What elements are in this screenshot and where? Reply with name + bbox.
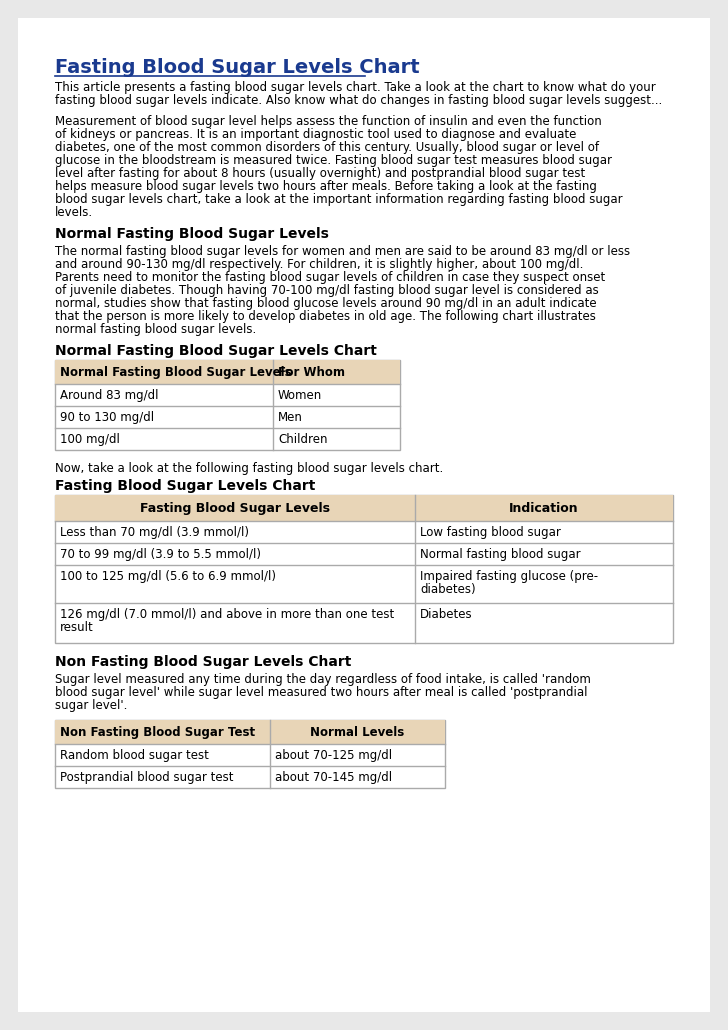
Text: normal fasting blood sugar levels.: normal fasting blood sugar levels. — [55, 323, 256, 336]
Text: Fasting Blood Sugar Levels Chart: Fasting Blood Sugar Levels Chart — [55, 58, 419, 77]
Text: 100 mg/dl: 100 mg/dl — [60, 433, 120, 446]
Text: Men: Men — [278, 411, 303, 424]
Text: Indication: Indication — [509, 502, 579, 515]
Text: 126 mg/dl (7.0 mmol/l) and above in more than one test: 126 mg/dl (7.0 mmol/l) and above in more… — [60, 608, 395, 621]
Text: 100 to 125 mg/dl (5.6 to 6.9 mmol/l): 100 to 125 mg/dl (5.6 to 6.9 mmol/l) — [60, 570, 276, 583]
Text: Parents need to monitor the fasting blood sugar levels of children in case they : Parents need to monitor the fasting bloo… — [55, 271, 605, 284]
Text: levels.: levels. — [55, 206, 93, 219]
Text: Normal Fasting Blood Sugar Levels: Normal Fasting Blood Sugar Levels — [55, 227, 329, 241]
Text: Diabetes: Diabetes — [420, 608, 472, 621]
Text: Low fasting blood sugar: Low fasting blood sugar — [420, 526, 561, 539]
Text: about 70-145 mg/dl: about 70-145 mg/dl — [275, 771, 392, 784]
Text: Less than 70 mg/dl (3.9 mmol/l): Less than 70 mg/dl (3.9 mmol/l) — [60, 526, 249, 539]
Text: Random blood sugar test: Random blood sugar test — [60, 749, 209, 762]
Bar — [55, 720, 445, 744]
Text: 90 to 130 mg/dl: 90 to 130 mg/dl — [60, 411, 154, 424]
Bar — [55, 360, 400, 450]
Text: For Whom: For Whom — [278, 366, 345, 379]
Text: Now, take a look at the following fasting blood sugar levels chart.: Now, take a look at the following fastin… — [55, 462, 443, 475]
Text: and around 90-130 mg/dl respectively. For children, it is slightly higher, about: and around 90-130 mg/dl respectively. Fo… — [55, 258, 583, 271]
Text: Non Fasting Blood Sugar Test: Non Fasting Blood Sugar Test — [60, 726, 255, 739]
Bar — [55, 360, 400, 384]
Text: Impaired fasting glucose (pre-: Impaired fasting glucose (pre- — [420, 570, 598, 583]
Text: Normal Levels: Normal Levels — [310, 726, 405, 739]
Text: of kidneys or pancreas. It is an important diagnostic tool used to diagnose and : of kidneys or pancreas. It is an importa… — [55, 128, 577, 141]
Text: result: result — [60, 621, 94, 634]
Text: Normal fasting blood sugar: Normal fasting blood sugar — [420, 548, 581, 561]
Text: Fasting Blood Sugar Levels: Fasting Blood Sugar Levels — [140, 502, 330, 515]
Text: fasting blood sugar levels indicate. Also know what do changes in fasting blood : fasting blood sugar levels indicate. Als… — [55, 94, 662, 107]
Text: Normal Fasting Blood Sugar Levels: Normal Fasting Blood Sugar Levels — [60, 366, 292, 379]
Text: that the person is more likely to develop diabetes in old age. The following cha: that the person is more likely to develo… — [55, 310, 596, 323]
Bar — [55, 720, 445, 788]
Text: of juvenile diabetes. Though having 70-100 mg/dl fasting blood sugar level is co: of juvenile diabetes. Though having 70-1… — [55, 284, 598, 297]
Text: blood sugar levels chart, take a look at the important information regarding fas: blood sugar levels chart, take a look at… — [55, 193, 622, 206]
Text: about 70-125 mg/dl: about 70-125 mg/dl — [275, 749, 392, 762]
Bar — [55, 495, 673, 643]
Text: Sugar level measured any time during the day regardless of food intake, is calle: Sugar level measured any time during the… — [55, 673, 591, 686]
Text: sugar level'.: sugar level'. — [55, 699, 127, 712]
Text: 70 to 99 mg/dl (3.9 to 5.5 mmol/l): 70 to 99 mg/dl (3.9 to 5.5 mmol/l) — [60, 548, 261, 561]
Text: diabetes, one of the most common disorders of this century. Usually, blood sugar: diabetes, one of the most common disorde… — [55, 141, 599, 154]
Text: level after fasting for about 8 hours (usually overnight) and postprandial blood: level after fasting for about 8 hours (u… — [55, 167, 585, 180]
Text: Normal Fasting Blood Sugar Levels Chart: Normal Fasting Blood Sugar Levels Chart — [55, 344, 377, 358]
Bar — [55, 495, 673, 521]
Text: helps measure blood sugar levels two hours after meals. Before taking a look at : helps measure blood sugar levels two hou… — [55, 180, 597, 193]
Text: Non Fasting Blood Sugar Levels Chart: Non Fasting Blood Sugar Levels Chart — [55, 655, 352, 670]
Text: normal, studies show that fasting blood glucose levels around 90 mg/dl in an adu: normal, studies show that fasting blood … — [55, 297, 597, 310]
Text: Fasting Blood Sugar Levels Chart: Fasting Blood Sugar Levels Chart — [55, 479, 315, 493]
Text: blood sugar level' while sugar level measured two hours after meal is called 'po: blood sugar level' while sugar level mea… — [55, 686, 587, 699]
Text: The normal fasting blood sugar levels for women and men are said to be around 83: The normal fasting blood sugar levels fo… — [55, 245, 630, 258]
Text: This article presents a fasting blood sugar levels chart. Take a look at the cha: This article presents a fasting blood su… — [55, 81, 656, 94]
Text: Children: Children — [278, 433, 328, 446]
Text: Measurement of blood sugar level helps assess the function of insulin and even t: Measurement of blood sugar level helps a… — [55, 115, 602, 128]
Text: diabetes): diabetes) — [420, 583, 475, 596]
Text: Women: Women — [278, 389, 323, 402]
Text: Postprandial blood sugar test: Postprandial blood sugar test — [60, 771, 234, 784]
Text: glucose in the bloodstream is measured twice. Fasting blood sugar test measures : glucose in the bloodstream is measured t… — [55, 154, 612, 167]
Text: Around 83 mg/dl: Around 83 mg/dl — [60, 389, 159, 402]
